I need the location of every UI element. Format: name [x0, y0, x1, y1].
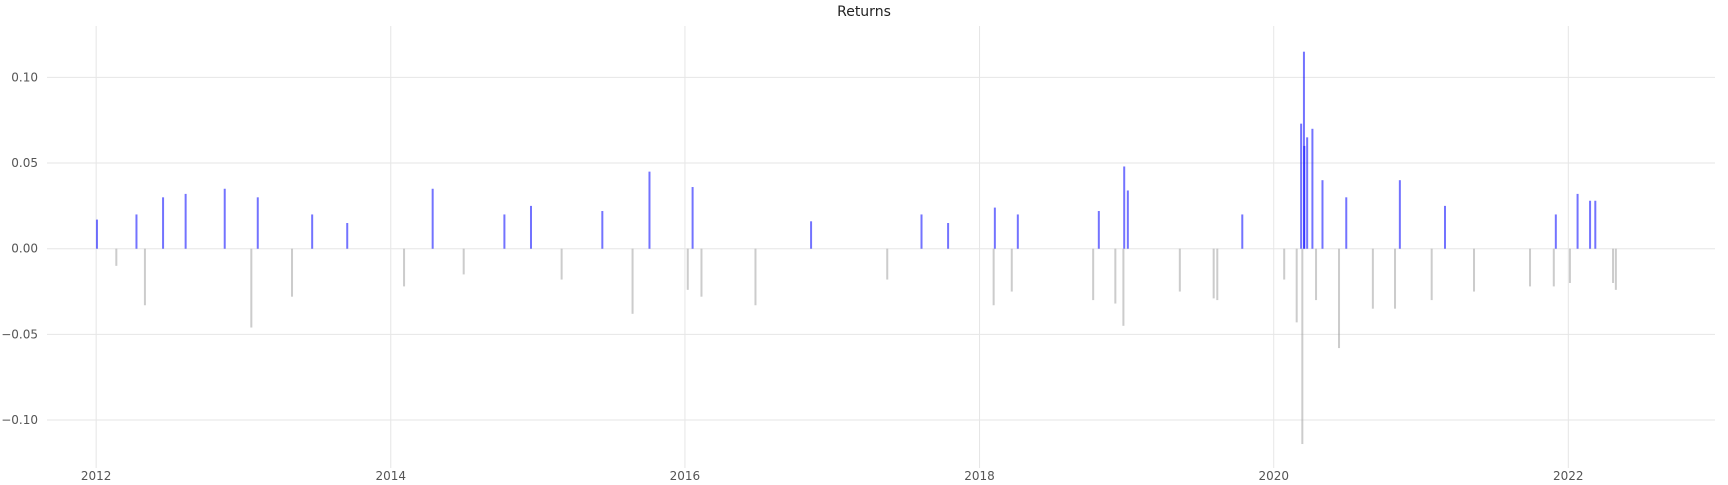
return-bar-negative	[1529, 248, 1532, 287]
y-axis-ticks: −0.10 −0.05 0.00 0.05 0.10	[1, 70, 38, 427]
return-bars	[95, 51, 1617, 445]
return-bar-positive	[1443, 205, 1446, 249]
return-bar-positive	[1345, 197, 1348, 249]
return-bar-positive	[691, 187, 694, 249]
return-bar-negative	[560, 248, 563, 280]
return-bar-positive	[1097, 211, 1100, 249]
return-bar-negative	[1092, 248, 1095, 301]
return-bar-negative	[1114, 248, 1117, 304]
x-tick-label: 2016	[670, 469, 701, 483]
return-bar-negative	[631, 248, 634, 314]
return-bar-positive	[1241, 214, 1244, 249]
return-bar-negative	[886, 248, 889, 280]
return-bar-negative	[1568, 248, 1571, 283]
return-bar-negative	[992, 248, 995, 306]
return-bar-positive	[1303, 145, 1306, 249]
return-bar-positive	[529, 205, 532, 249]
return-bar-negative	[1216, 248, 1219, 301]
return-bar-negative	[1212, 248, 1215, 299]
return-bar-positive	[346, 223, 349, 249]
return-bar-negative	[754, 248, 757, 306]
return-bar-positive	[256, 197, 259, 249]
return-bar-negative	[462, 248, 465, 275]
return-bar-positive	[311, 214, 314, 249]
return-bar-negative	[1315, 248, 1318, 301]
return-bar-positive	[1126, 190, 1129, 249]
return-bar-negative	[1301, 248, 1304, 445]
y-tick-label: 0.10	[11, 70, 38, 84]
return-bar-positive	[184, 193, 187, 249]
return-bar-positive	[431, 188, 434, 249]
return-bar-positive	[648, 171, 651, 249]
return-bar-negative	[291, 248, 294, 297]
y-tick-label: 0.00	[11, 242, 38, 256]
return-bar-negative	[1178, 248, 1181, 292]
return-bar-positive	[1594, 200, 1597, 249]
x-tick-label: 2014	[375, 469, 406, 483]
x-axis-ticks: 2012 2014 2016 2018 2020 2022	[81, 469, 1584, 483]
y-tick-label: −0.05	[1, 327, 38, 341]
x-tick-label: 2022	[1553, 469, 1584, 483]
return-bar-negative	[1614, 248, 1617, 290]
y-tick-label: 0.05	[11, 156, 38, 170]
return-bar-negative	[143, 248, 146, 306]
return-bar-negative	[1010, 248, 1013, 292]
return-bar-negative	[1394, 248, 1397, 309]
return-bar-positive	[162, 197, 165, 249]
return-bar-positive	[1554, 214, 1557, 249]
return-bar-positive	[601, 211, 604, 249]
return-bar-positive	[993, 207, 996, 249]
return-bar-negative	[1122, 248, 1125, 326]
return-bar-positive	[1589, 200, 1592, 249]
return-bar-positive	[223, 188, 226, 249]
return-bar-negative	[1338, 248, 1341, 349]
return-bar-positive	[1321, 180, 1324, 249]
return-bar-negative	[250, 248, 253, 328]
return-bar-positive	[135, 214, 138, 249]
return-bar-positive	[95, 219, 98, 249]
return-bar-negative	[1371, 248, 1374, 309]
return-bar-positive	[1306, 137, 1309, 249]
return-bar-positive	[947, 223, 950, 249]
return-bar-negative	[115, 248, 118, 266]
return-bar-negative	[1295, 248, 1298, 323]
return-bar-negative	[1430, 248, 1433, 301]
x-tick-label: 2012	[81, 469, 112, 483]
return-bar-positive	[503, 214, 506, 249]
return-bar-negative	[686, 248, 689, 290]
return-bar-negative	[1612, 248, 1615, 283]
return-bar-negative	[1552, 248, 1555, 287]
y-tick-label: −0.10	[1, 413, 38, 427]
return-bar-positive	[1123, 166, 1126, 249]
return-bar-negative	[700, 248, 703, 297]
return-bar-negative	[1283, 248, 1286, 280]
return-bar-negative	[403, 248, 406, 287]
return-bar-positive	[1311, 128, 1314, 249]
return-bar-positive	[810, 221, 813, 249]
return-bar-positive	[1300, 123, 1303, 249]
return-bar-positive	[1576, 193, 1579, 249]
return-bar-negative	[1473, 248, 1476, 292]
grid-lines	[47, 26, 1715, 468]
return-bar-positive	[1398, 180, 1401, 249]
return-bar-positive	[920, 214, 923, 249]
x-tick-label: 2020	[1258, 469, 1289, 483]
x-tick-label: 2018	[964, 469, 995, 483]
chart-title: Returns	[837, 4, 891, 20]
return-bar-positive	[1016, 214, 1019, 249]
